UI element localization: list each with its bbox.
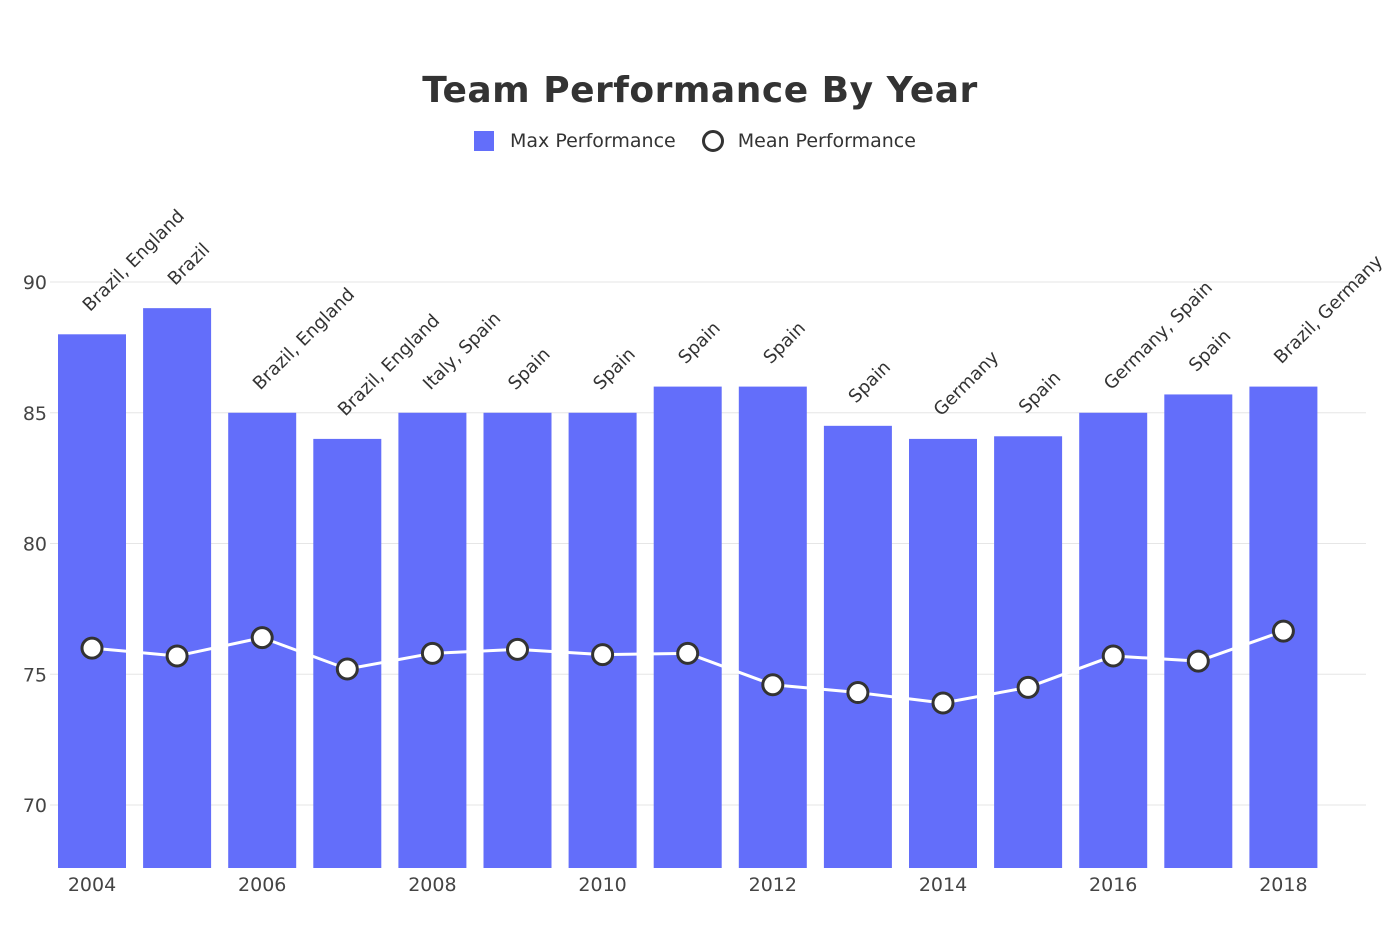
mean-point[interactable] xyxy=(931,691,955,715)
bar-label: Spain xyxy=(504,344,554,394)
bar[interactable] xyxy=(313,438,382,868)
mean-point[interactable] xyxy=(761,673,785,697)
bar-label: Brazil, England xyxy=(334,310,444,420)
bar-label: Brazil, England xyxy=(249,284,359,394)
legend-label-mean-performance: Mean Performance xyxy=(737,130,916,152)
mean-point[interactable] xyxy=(250,626,274,650)
x-tick-label: 2016 xyxy=(1089,874,1137,896)
x-tick-label: 2006 xyxy=(238,874,286,896)
mean-point[interactable] xyxy=(676,641,700,665)
bar[interactable] xyxy=(1079,412,1148,868)
x-tick-label: 2004 xyxy=(68,874,116,896)
x-tick-label: 2018 xyxy=(1259,874,1307,896)
y-axis-ticks: 70 75 80 85 90 xyxy=(23,272,47,817)
legend-item-max-performance[interactable]: Max Performance xyxy=(474,130,676,152)
bar[interactable] xyxy=(143,308,212,868)
mean-point[interactable] xyxy=(335,657,359,681)
bar[interactable] xyxy=(398,412,467,868)
bar[interactable] xyxy=(823,425,892,868)
bar[interactable] xyxy=(568,412,637,868)
mean-point[interactable] xyxy=(1271,619,1295,643)
bar[interactable] xyxy=(994,436,1063,868)
mean-line-series xyxy=(80,619,1295,715)
bar-label: Germany xyxy=(930,347,1004,421)
bar-label: Brazil, Germany xyxy=(1270,251,1387,368)
x-tick-label: 2010 xyxy=(578,874,626,896)
bar-label: Spain xyxy=(674,318,724,368)
y-tick-label: 90 xyxy=(23,272,47,294)
legend-label-max-performance: Max Performance xyxy=(510,130,676,152)
bar-label: Spain xyxy=(1015,367,1065,417)
legend-bar-swatch xyxy=(474,131,494,151)
bar[interactable] xyxy=(909,438,977,868)
mean-point[interactable] xyxy=(1186,649,1210,673)
mean-point[interactable] xyxy=(1101,644,1125,668)
mean-point[interactable] xyxy=(506,637,529,661)
x-axis-ticks: 2004 2006 2008 2010 2012 2014 2016 2018 xyxy=(68,874,1308,896)
x-tick-label: 2014 xyxy=(919,874,967,896)
x-tick-label: 2008 xyxy=(408,874,456,896)
mean-point[interactable] xyxy=(591,643,615,667)
bar[interactable] xyxy=(1164,394,1233,868)
bar[interactable] xyxy=(653,386,722,868)
y-tick-label: 85 xyxy=(23,403,47,425)
bar-label: Brazil, England xyxy=(79,206,189,316)
legend: Max Performance Mean Performance xyxy=(474,124,942,158)
bar-label: Germany, Spain xyxy=(1100,277,1217,394)
mean-point[interactable] xyxy=(80,636,104,660)
bar-label: Spain xyxy=(1185,326,1235,376)
y-tick-label: 75 xyxy=(23,664,47,686)
chart-title: Team Performance By Year xyxy=(422,70,978,111)
bar-label: Spain xyxy=(589,344,639,394)
bar[interactable] xyxy=(58,334,126,868)
bar-label: Spain xyxy=(759,318,809,368)
bar[interactable] xyxy=(738,386,807,868)
bar-label: Spain xyxy=(845,357,895,407)
bars xyxy=(58,308,1318,868)
mean-point[interactable] xyxy=(846,681,870,705)
y-tick-label: 80 xyxy=(23,534,47,556)
mean-point[interactable] xyxy=(1016,675,1040,699)
legend-item-mean-performance[interactable]: Mean Performance xyxy=(701,130,916,152)
mean-point[interactable] xyxy=(420,641,444,665)
x-tick-label: 2012 xyxy=(749,874,797,896)
y-tick-label: 70 xyxy=(23,795,47,817)
legend-marker-swatch xyxy=(701,130,724,152)
mean-point[interactable] xyxy=(165,644,189,668)
